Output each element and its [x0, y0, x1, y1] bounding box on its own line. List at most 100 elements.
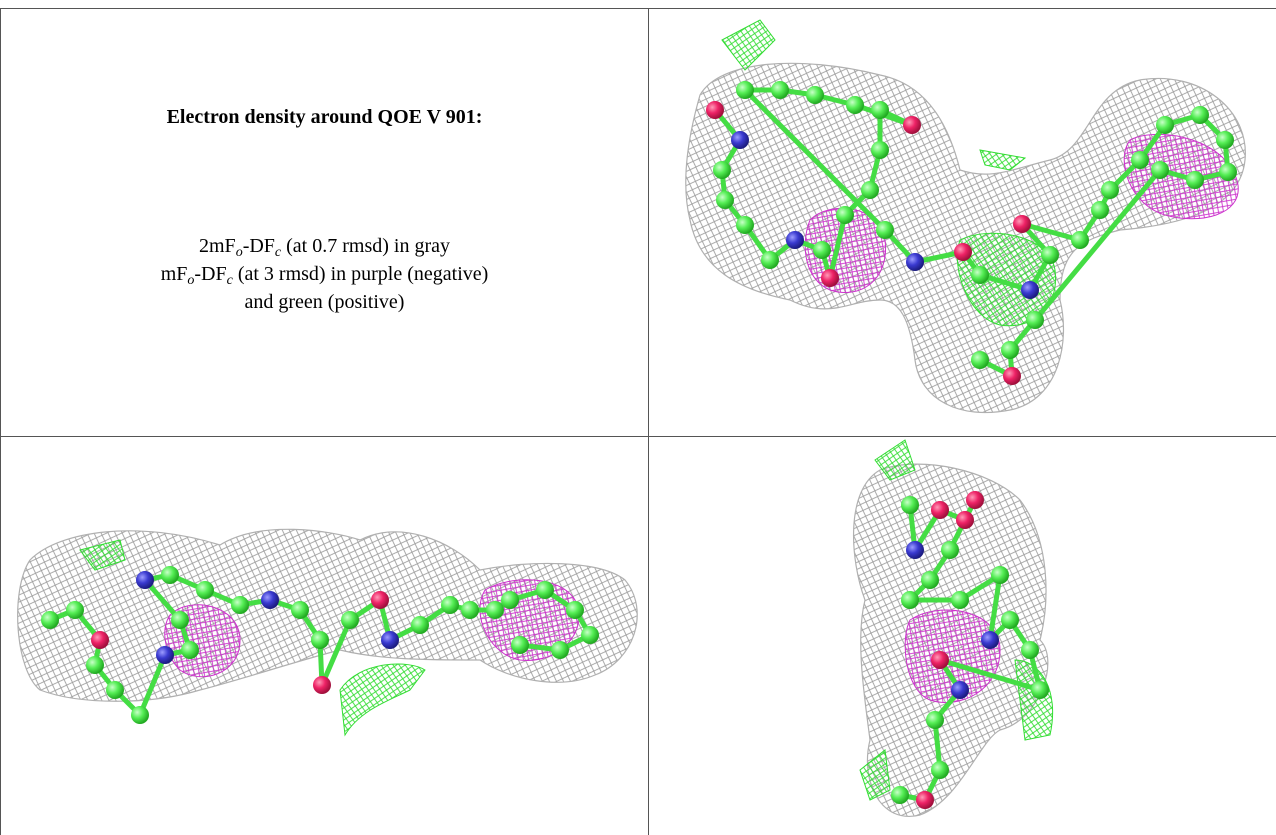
atom — [876, 221, 894, 239]
atom — [171, 611, 189, 629]
atom — [581, 626, 599, 644]
atom — [501, 591, 519, 609]
atom — [954, 243, 972, 261]
atom — [906, 253, 924, 271]
atom — [861, 181, 879, 199]
atom — [41, 611, 59, 629]
text: (at 3 rmsd) in purple (negative) — [233, 263, 488, 285]
atom — [261, 591, 279, 609]
atom — [291, 601, 309, 619]
atom — [411, 616, 429, 634]
density-view-bottom-left — [18, 529, 638, 735]
atom — [731, 131, 749, 149]
atom — [761, 251, 779, 269]
caption-line: and green (positive) — [1, 288, 648, 316]
atom — [941, 541, 959, 559]
density-view-top — [686, 20, 1245, 413]
atom — [1151, 161, 1169, 179]
atom — [161, 566, 179, 584]
page: {"caption": {"title": "Electron density … — [0, 0, 1276, 835]
text: mF — [161, 263, 188, 285]
subscript: o — [236, 245, 243, 260]
atom — [921, 571, 939, 589]
atom — [511, 636, 529, 654]
caption-line: 2mFo-DFc (at 0.7 rmsd) in gray — [1, 232, 648, 260]
atom — [891, 786, 909, 804]
atom — [311, 631, 329, 649]
atom — [1001, 341, 1019, 359]
atom — [341, 611, 359, 629]
text: and green (positive) — [245, 291, 405, 313]
atom — [931, 501, 949, 519]
atom — [381, 631, 399, 649]
atom — [906, 541, 924, 559]
atom — [536, 581, 554, 599]
atom — [1041, 246, 1059, 264]
atom — [566, 601, 584, 619]
atom — [551, 641, 569, 659]
atom — [916, 791, 934, 809]
atom — [486, 601, 504, 619]
atom — [1191, 106, 1209, 124]
atom — [1216, 131, 1234, 149]
atom — [1156, 116, 1174, 134]
atom — [106, 681, 124, 699]
atom — [441, 596, 459, 614]
atom — [136, 571, 154, 589]
atom — [1026, 311, 1044, 329]
atom — [91, 631, 109, 649]
atom — [156, 646, 174, 664]
atom — [1003, 367, 1021, 385]
atom — [313, 676, 331, 694]
text: -DF — [243, 235, 275, 257]
atom — [786, 231, 804, 249]
atom — [181, 641, 199, 659]
atom — [86, 656, 104, 674]
atom — [813, 241, 831, 259]
atom — [871, 141, 889, 159]
atom — [231, 596, 249, 614]
atom — [736, 216, 754, 234]
caption-cell: Electron density around QOE V 901: 2mFo-… — [1, 8, 648, 437]
atom — [931, 761, 949, 779]
atom — [971, 351, 989, 369]
atom — [1091, 201, 1109, 219]
atom — [1071, 231, 1089, 249]
atom — [716, 191, 734, 209]
atom — [1001, 611, 1019, 629]
atom — [926, 711, 944, 729]
atom — [903, 116, 921, 134]
caption-title: Electron density around QOE V 901: — [1, 106, 648, 129]
density-view-bottom-right — [854, 440, 1053, 816]
atom — [951, 591, 969, 609]
atom — [821, 269, 839, 287]
atom — [706, 101, 724, 119]
atom — [66, 601, 84, 619]
atom — [131, 706, 149, 724]
atom — [196, 581, 214, 599]
text: -DF — [194, 263, 226, 285]
atom — [1131, 151, 1149, 169]
atom — [971, 266, 989, 284]
atom — [771, 81, 789, 99]
atom — [1186, 171, 1204, 189]
atom — [966, 491, 984, 509]
atom — [461, 601, 479, 619]
atom — [371, 591, 389, 609]
atom — [1101, 181, 1119, 199]
atom — [931, 651, 949, 669]
atom — [871, 101, 889, 119]
atom — [951, 681, 969, 699]
atom — [1013, 215, 1031, 233]
atom — [901, 496, 919, 514]
atom — [1031, 681, 1049, 699]
atom — [713, 161, 731, 179]
atom — [736, 81, 754, 99]
text: 2mF — [199, 235, 236, 257]
caption-lines: 2mFo-DFc (at 0.7 rmsd) in gray mFo-DFc (… — [1, 232, 648, 316]
atom — [901, 591, 919, 609]
atom — [806, 86, 824, 104]
atom — [991, 566, 1009, 584]
atom — [956, 511, 974, 529]
atom — [1219, 163, 1237, 181]
